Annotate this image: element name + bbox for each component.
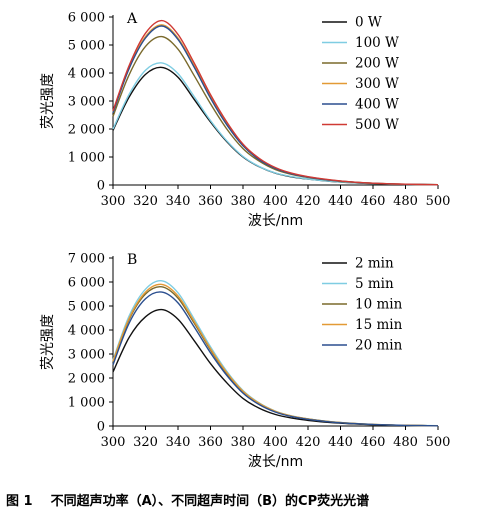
chart-2-y-tick-label: 3 000 [68, 348, 105, 363]
chart-2-x-axis-label: 波长/nm [248, 454, 303, 470]
chart-1-panel-label: A [126, 11, 138, 27]
chart-1-x-tick-label: 320 [133, 194, 158, 209]
figure-number: 图 1 [6, 494, 33, 509]
chart-1-series-line [112, 19, 439, 186]
chart-2-y-tick-label: 5 000 [68, 300, 105, 315]
chart-2-legend-label: 10 min [355, 297, 403, 313]
chart-2-y-tick-label: 2 000 [68, 372, 105, 387]
chart-2-panel-label: B [127, 252, 137, 268]
chart-2-x-tick-label: 440 [328, 435, 353, 450]
figure-caption-text: 不同超声功率（A）、不同超声时间（B）的CP荧光光谱 [50, 494, 370, 509]
chart-1-x-axis-label: 波长/nm [248, 213, 303, 229]
chart-1-x-tick-label: 500 [426, 194, 451, 209]
chart-2-y-tick-label: 4 000 [68, 324, 105, 339]
chart-1-y-tick-label: 1 000 [68, 151, 105, 166]
chart-1-y-tick-label: 4 000 [68, 67, 105, 82]
chart-1-x-tick-label: 460 [361, 194, 386, 209]
chart-2-x-tick-label: 480 [393, 435, 418, 450]
chart-2-legend-label: 20 min [355, 338, 403, 354]
chart-1-y-tick-label: 6 000 [68, 11, 105, 26]
chart-1-y-tick-label: 5 000 [68, 39, 105, 54]
chart-1-x-tick-label: 440 [328, 194, 353, 209]
chart-2-legend-label: 2 min [355, 256, 394, 272]
chart-1-legend-label: 100 W [355, 35, 399, 51]
chart-1-x-tick-label: 480 [393, 194, 418, 209]
chart-1-x-tick-label: 400 [263, 194, 288, 209]
chart-1-legend-label: 500 W [355, 117, 399, 133]
chart-1-y-tick-label: 2 000 [68, 123, 105, 138]
chart-2-y-tick-label: 0 [97, 420, 105, 435]
chart-1-legend-label: 300 W [355, 76, 399, 92]
chart-1-x-tick-label: 300 [101, 194, 126, 209]
chart-2-x-tick-label: 340 [166, 435, 191, 450]
chart-1-legend-label: 0 W [355, 15, 382, 31]
chart-2-x-tick-label: 300 [101, 435, 126, 450]
chart-2-series-line [112, 291, 439, 427]
chart-1-y-tick-label: 0 [97, 179, 105, 194]
chart-2-x-tick-label: 420 [296, 435, 321, 450]
chart-2-y-tick-label: 6 000 [68, 276, 105, 291]
chart-1-y-tick-label: 3 000 [68, 95, 105, 110]
chart-2-legend-label: 15 min [355, 317, 403, 333]
chart-2-x-tick-label: 360 [198, 435, 223, 450]
chart-2-y-tick-label: 1 000 [68, 396, 105, 411]
chart-1-x-tick-label: 360 [198, 194, 223, 209]
chart-1-legend-label: 400 W [355, 97, 399, 113]
chart-2-y-axis-label: 荧光强度 [39, 314, 56, 370]
chart-2-y-tick-label: 7 000 [68, 252, 105, 267]
chart-1-x-tick-label: 340 [166, 194, 191, 209]
chart-2-x-tick-label: 380 [231, 435, 256, 450]
chart-1-legend-label: 200 W [355, 56, 399, 72]
figure-caption: 图 1 不同超声功率（A）、不同超声时间（B）的CP荧光光谱 [6, 490, 494, 509]
chart-2-x-tick-label: 460 [361, 435, 386, 450]
figure-canvas: 300 320 340 360 380 400 420 440 460 480 500 0 1 000 2… [39, 11, 451, 471]
chart-2-x-tick-label: 320 [133, 435, 158, 450]
chart-2-legend-label: 5 min [355, 276, 394, 292]
chart-1-x-tick-label: 420 [296, 194, 321, 209]
chart-1-x-tick-label: 380 [231, 194, 256, 209]
chart-1-y-axis-label: 荧光强度 [39, 73, 56, 129]
chart-2-x-tick-label: 500 [426, 435, 451, 450]
chart-2-x-tick-label: 400 [263, 435, 288, 450]
